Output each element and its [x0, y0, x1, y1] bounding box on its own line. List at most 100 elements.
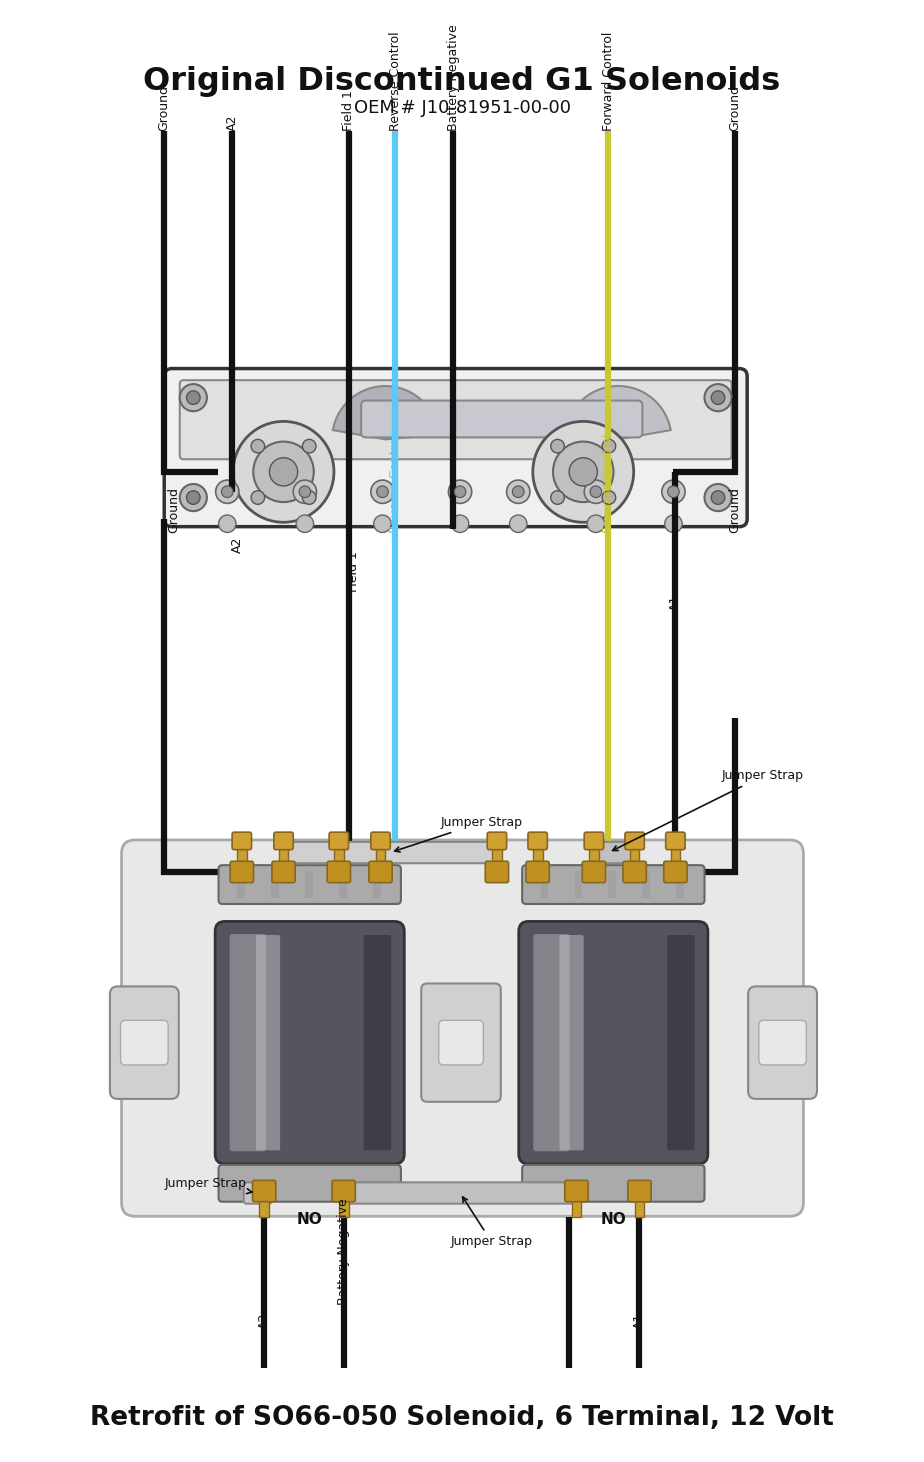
- Circle shape: [602, 491, 615, 504]
- FancyBboxPatch shape: [759, 1020, 807, 1064]
- Text: OEM # J10-81951-00-00: OEM # J10-81951-00-00: [354, 99, 570, 117]
- Circle shape: [187, 390, 201, 405]
- FancyBboxPatch shape: [244, 1183, 272, 1203]
- Text: Ground: Ground: [728, 487, 741, 534]
- FancyBboxPatch shape: [110, 987, 178, 1099]
- Text: Battery Negative: Battery Negative: [447, 25, 460, 132]
- Bar: [339, 871, 346, 898]
- Text: Jumper Strap: Jumper Strap: [450, 1197, 532, 1249]
- FancyBboxPatch shape: [559, 936, 584, 1151]
- Text: Jumper Strap: Jumper Strap: [395, 816, 523, 852]
- Text: NO: NO: [297, 1212, 322, 1228]
- FancyBboxPatch shape: [665, 832, 685, 849]
- Bar: [630, 841, 639, 867]
- Bar: [575, 871, 582, 898]
- FancyBboxPatch shape: [120, 1020, 168, 1064]
- Bar: [572, 1189, 581, 1218]
- Circle shape: [296, 515, 313, 532]
- FancyBboxPatch shape: [371, 832, 390, 849]
- Bar: [671, 841, 680, 867]
- FancyBboxPatch shape: [582, 861, 605, 883]
- Bar: [372, 871, 381, 898]
- FancyBboxPatch shape: [341, 1183, 579, 1203]
- FancyBboxPatch shape: [272, 861, 295, 883]
- FancyBboxPatch shape: [332, 1180, 356, 1202]
- Bar: [609, 871, 616, 898]
- Circle shape: [602, 440, 615, 453]
- Text: Field 1: Field 1: [346, 551, 359, 592]
- Circle shape: [587, 515, 604, 532]
- FancyBboxPatch shape: [565, 1180, 588, 1202]
- Circle shape: [551, 440, 565, 453]
- Circle shape: [215, 480, 239, 503]
- FancyBboxPatch shape: [122, 841, 804, 1216]
- Text: Jumper Strap: Jumper Strap: [164, 1177, 252, 1193]
- Text: Jumper Strap: Jumper Strap: [613, 769, 804, 851]
- Bar: [533, 841, 542, 867]
- Circle shape: [704, 484, 732, 512]
- Circle shape: [662, 480, 685, 503]
- Circle shape: [377, 485, 388, 497]
- Text: Forward Control: Forward Control: [602, 434, 615, 534]
- Circle shape: [704, 385, 732, 411]
- FancyBboxPatch shape: [439, 1020, 483, 1064]
- Circle shape: [551, 491, 565, 504]
- Bar: [676, 871, 684, 898]
- Bar: [642, 871, 650, 898]
- Text: A2: A2: [258, 1313, 271, 1329]
- Circle shape: [584, 480, 607, 503]
- FancyBboxPatch shape: [667, 936, 695, 1151]
- Circle shape: [302, 491, 316, 504]
- Circle shape: [711, 390, 724, 405]
- FancyBboxPatch shape: [518, 921, 708, 1164]
- Circle shape: [711, 491, 724, 504]
- FancyBboxPatch shape: [526, 861, 549, 883]
- FancyBboxPatch shape: [230, 934, 266, 1151]
- Text: Ground: Ground: [728, 85, 741, 132]
- FancyBboxPatch shape: [361, 401, 642, 437]
- Text: Ground: Ground: [158, 85, 171, 132]
- FancyBboxPatch shape: [329, 832, 348, 849]
- FancyBboxPatch shape: [215, 921, 405, 1164]
- Text: A1: A1: [633, 1313, 646, 1329]
- FancyBboxPatch shape: [232, 832, 251, 849]
- Text: Forward Control: Forward Control: [602, 32, 615, 132]
- FancyBboxPatch shape: [180, 380, 732, 459]
- Circle shape: [513, 485, 524, 497]
- Circle shape: [451, 515, 468, 532]
- Circle shape: [302, 440, 316, 453]
- FancyBboxPatch shape: [219, 866, 401, 904]
- Text: NO: NO: [601, 1212, 626, 1228]
- Text: Ground: Ground: [167, 487, 180, 534]
- Circle shape: [270, 458, 298, 485]
- Circle shape: [251, 440, 264, 453]
- Wedge shape: [333, 386, 439, 440]
- FancyBboxPatch shape: [327, 861, 350, 883]
- Text: A1: A1: [669, 595, 682, 611]
- Circle shape: [253, 442, 314, 501]
- FancyBboxPatch shape: [748, 987, 817, 1099]
- Wedge shape: [565, 386, 671, 440]
- Circle shape: [533, 421, 634, 522]
- Text: A2: A2: [230, 537, 243, 553]
- FancyBboxPatch shape: [522, 1165, 704, 1202]
- Circle shape: [187, 491, 201, 504]
- Text: Field 1: Field 1: [342, 91, 355, 132]
- Bar: [541, 871, 548, 898]
- FancyBboxPatch shape: [591, 842, 638, 863]
- FancyBboxPatch shape: [256, 936, 280, 1151]
- Bar: [376, 841, 385, 867]
- FancyBboxPatch shape: [625, 832, 644, 849]
- FancyBboxPatch shape: [274, 832, 293, 849]
- Circle shape: [219, 515, 236, 532]
- Bar: [492, 841, 502, 867]
- Circle shape: [293, 480, 317, 503]
- Bar: [271, 871, 279, 898]
- FancyBboxPatch shape: [663, 861, 687, 883]
- FancyBboxPatch shape: [164, 368, 748, 526]
- FancyBboxPatch shape: [230, 861, 253, 883]
- Bar: [590, 841, 599, 867]
- FancyBboxPatch shape: [533, 934, 570, 1151]
- Bar: [339, 1189, 348, 1218]
- FancyBboxPatch shape: [219, 1165, 401, 1202]
